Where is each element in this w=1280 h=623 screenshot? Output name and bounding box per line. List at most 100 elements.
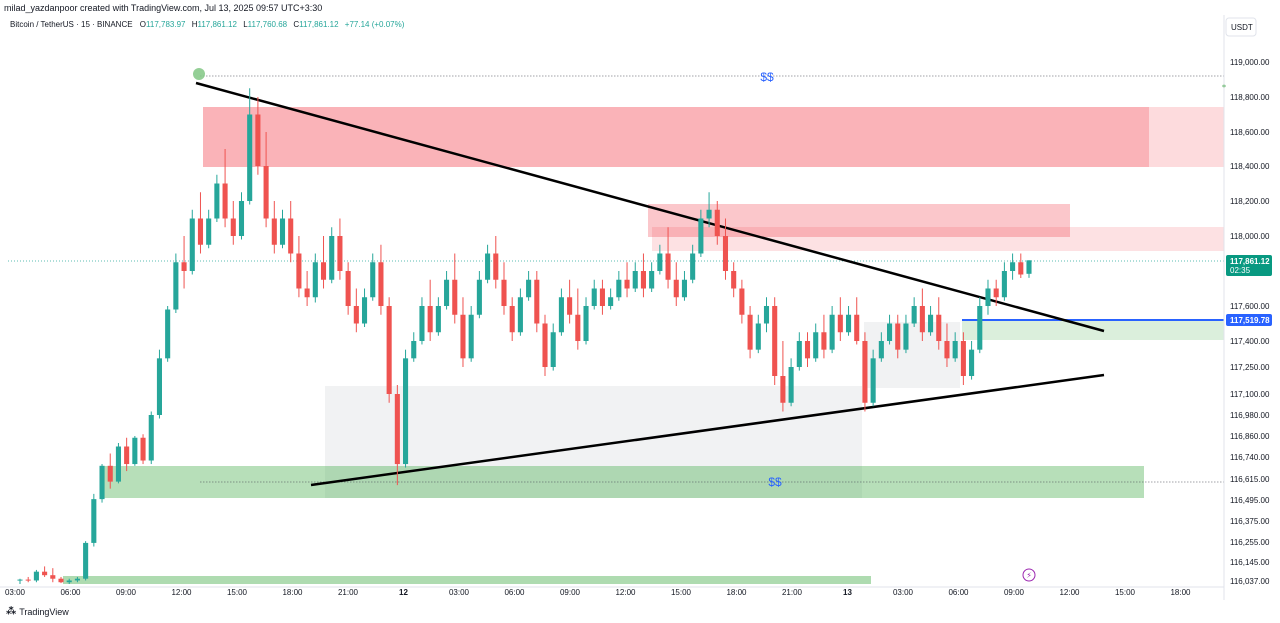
currency-label: USDT [1231, 23, 1253, 32]
candle-body [230, 218, 236, 236]
range-box-grey [325, 386, 862, 498]
blue-line-tag: 117,519.78 [1226, 314, 1272, 326]
candle-body [739, 288, 745, 315]
candle-body [296, 253, 302, 289]
time-tick-label: 15:00 [671, 588, 692, 597]
price-change: +77.14 (+0.07%) [345, 20, 405, 29]
anchor-point-marker[interactable] [193, 68, 205, 80]
candle-body [878, 341, 884, 359]
price-tick-label: 116,255.00 [1230, 538, 1270, 547]
triangle-upper-trendline[interactable] [195, 81, 1105, 333]
candle-body [33, 571, 39, 581]
candle-body [903, 323, 909, 350]
candle-body [247, 114, 253, 201]
candle-body [788, 367, 794, 403]
time-tick-label: 15:00 [1115, 588, 1136, 597]
price-tick-label: 116,615.00 [1230, 475, 1270, 484]
candle-body [140, 437, 146, 461]
time-tick-label: 21:00 [338, 588, 359, 597]
brand-name: TradingView [19, 606, 69, 617]
currency-box[interactable]: USDT [1225, 17, 1257, 37]
candle-body [42, 571, 48, 576]
candle-body [460, 314, 466, 359]
candle-body [222, 183, 228, 219]
liquidity-label-bottom: $$ [768, 475, 782, 489]
candle-body [107, 465, 113, 482]
candle-body [911, 306, 917, 324]
candle-body [624, 279, 630, 289]
brand-footer[interactable]: ⁂ TradingView [6, 606, 69, 617]
candle-body [919, 306, 925, 333]
price-tick-label: 117,250.00 [1230, 363, 1270, 372]
candle-body [1001, 271, 1007, 298]
candle-body [780, 376, 786, 403]
candle-body [837, 314, 843, 333]
time-tick-label: 03:00 [5, 588, 26, 597]
supply-zone-upper [203, 107, 1149, 167]
candle-body [165, 309, 171, 359]
candle-body [673, 279, 679, 298]
candle-body [403, 358, 409, 465]
candle-body [977, 306, 983, 350]
candle-body [928, 314, 934, 333]
candle-body [509, 306, 515, 333]
ohlc-open: 117,783.97 [146, 20, 186, 29]
time-tick-label: 12:00 [615, 588, 636, 597]
symbol-legend: Bitcoin / TetherUS · 15 · BINANCE O117,7… [10, 20, 405, 29]
price-axis[interactable]: 119,000.00 118,800.00 118,600.00 118,400.00… [1230, 58, 1270, 586]
candle-body [813, 332, 819, 359]
candle-body [320, 262, 327, 280]
candle-body [821, 332, 827, 350]
triangle-lower-trendline[interactable] [310, 373, 1105, 487]
candle-body [936, 314, 942, 341]
price-tick-label: 116,860.00 [1230, 432, 1270, 441]
time-axis[interactable]: 03:00 06:00 09:00 12:00 15:00 18:00 21:00 12 03:… [5, 588, 1191, 597]
price-tick-label: 117,100.00 [1230, 390, 1270, 399]
time-tick-label: 09:00 [560, 588, 581, 597]
candle-body [640, 271, 646, 289]
supply-zone-upper-ext [1149, 107, 1224, 167]
time-tick-label: 15:00 [227, 588, 248, 597]
price-tick-label: 118,600.00 [1230, 128, 1270, 137]
candle-body [124, 446, 130, 465]
candle-body [353, 306, 359, 324]
event-marker[interactable]: ⚡ [1022, 568, 1036, 582]
candle-body [1018, 262, 1024, 275]
candle-body [632, 271, 638, 289]
candle-body [181, 262, 187, 271]
time-tick-label: 21:00 [782, 588, 803, 597]
candle-body [772, 306, 778, 376]
candle-body [969, 349, 975, 376]
candle-body [370, 262, 376, 298]
candle-body [747, 314, 753, 350]
price-tick-label: 118,800.00 [1230, 93, 1270, 102]
drawing-layer [8, 68, 1226, 584]
candle-body [148, 415, 154, 461]
candle-body [854, 314, 860, 341]
liquidity-label-top: $$ [760, 70, 774, 84]
candle-body [206, 218, 212, 245]
time-tick-label: 06:00 [504, 588, 525, 597]
price-tick-label: 116,037.00 [1230, 577, 1270, 586]
candle-body [985, 288, 991, 306]
candle-body [944, 341, 950, 359]
candle-body [493, 253, 499, 280]
candle-body [444, 279, 450, 306]
candle-body [17, 579, 23, 581]
candle-body [616, 279, 622, 298]
candle-body [714, 209, 720, 236]
candle-body [558, 297, 564, 333]
price-tick-label: 118,400.00 [1230, 162, 1270, 171]
candle-body [952, 341, 958, 359]
candle-body [263, 166, 269, 219]
candle-body [329, 236, 335, 280]
candle-body [345, 271, 351, 306]
candle-body [66, 580, 72, 583]
price-tick-label: 117,400.00 [1230, 337, 1270, 346]
supply-zone-mid-ext [652, 227, 1224, 251]
candle-body [312, 262, 318, 298]
candle-body [960, 341, 966, 376]
candle-body [862, 341, 868, 403]
candle-body [468, 314, 474, 359]
